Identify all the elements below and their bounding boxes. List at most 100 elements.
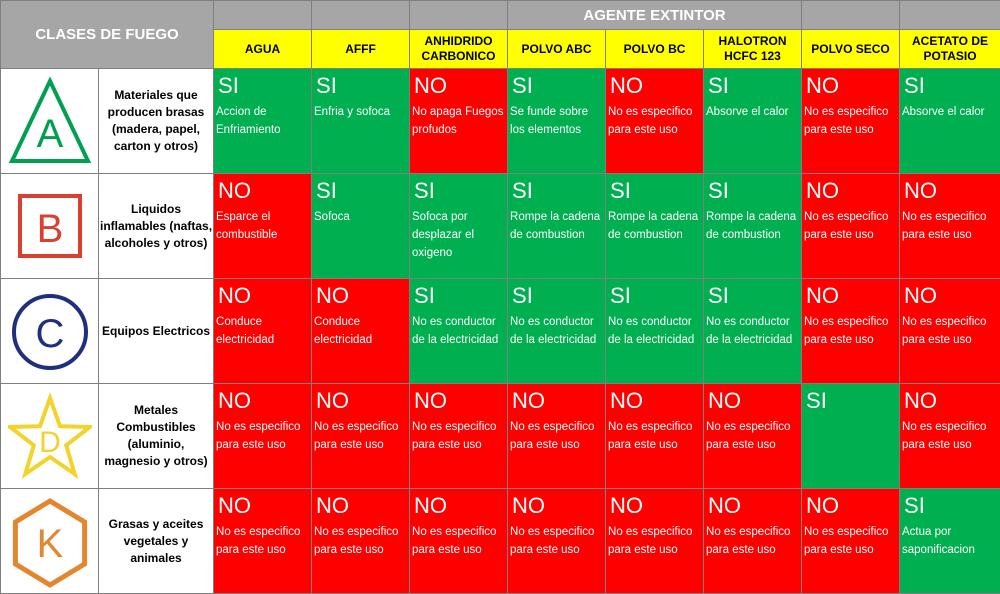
compatibility-verdict: NO [218,493,252,518]
agent-header: POLVO ABC [507,29,607,69]
agent-header: AFFF [311,29,411,69]
fire-class-row: D Metales Combustibles (aluminio, magnesi… [0,383,1000,489]
compatibility-note: No es especifico para este uso [804,211,889,241]
svg-text:D: D [39,426,61,459]
compatibility-note: Actua por saponificacion [902,526,975,556]
fire-class-row: K Grasas y aceites vegetales y animales NO… [0,488,1000,594]
compatibility-cell: SI No es conductor de la electricidad [507,278,607,384]
compatibility-verdict: NO [904,178,938,203]
compatibility-cell: NO No es especifico para este uso [311,383,411,489]
yellow-star-icon: D [0,383,99,489]
compatibility-cell: NO No es especifico para este uso [899,383,1000,489]
compatibility-note: No es especifico para este uso [706,421,791,451]
svg-text:A: A [36,112,63,156]
green-triangle-icon: A [0,68,99,174]
compatibility-cell: NO No es especifico para este uso [213,383,313,489]
compatibility-verdict: SI [904,73,925,98]
compatibility-note: Absorve el calor [706,106,789,118]
compatibility-note: No es conductor de la electricidad [412,316,499,346]
compatibility-cell: SI Absorve el calor [703,68,803,174]
fire-class-description: Liquidos inflamables (naftas, alcoholes … [97,173,215,279]
compatibility-cell: NO No es especifico para este uso [801,488,901,594]
compatibility-verdict: NO [806,283,840,308]
compatibility-verdict: NO [512,388,546,413]
extinguishing-agent-title: AGENTE EXTINTOR [507,0,803,30]
compatibility-verdict: SI [904,493,925,518]
compatibility-verdict: NO [806,73,840,98]
compatibility-cell: NO No es especifico para este uso [311,488,411,594]
compatibility-note: No es especifico para este uso [804,106,889,136]
compatibility-cell: NO No es especifico para este uso [605,488,705,594]
svg-text:C: C [35,312,64,356]
compatibility-note: Sofoca por desplazar el oxigeno [412,211,475,259]
compatibility-verdict: SI [512,283,533,308]
compatibility-verdict: NO [708,493,742,518]
compatibility-verdict: SI [512,73,533,98]
compatibility-verdict: NO [414,73,448,98]
compatibility-verdict: NO [218,178,252,203]
compatibility-cell: NO No es especifico para este uso [605,68,705,174]
compatibility-verdict: NO [904,388,938,413]
compatibility-verdict: NO [610,388,644,413]
compatibility-verdict: SI [316,178,337,203]
compatibility-verdict: SI [218,73,239,98]
compatibility-verdict: SI [316,73,337,98]
orange-hexagon-icon: K [0,488,99,594]
compatibility-cell: NO No es especifico para este uso [801,173,901,279]
compatibility-cell: SI Enfria y sofoca [311,68,411,174]
compatibility-note: No es especifico para este uso [412,421,497,451]
compatibility-note: No es conductor de la electricidad [608,316,695,346]
compatibility-note [803,413,899,418]
compatibility-note: Rompe la cadena de combustion [706,211,797,241]
compatibility-verdict: SI [708,178,729,203]
compatibility-cell: NO No es especifico para este uso [703,383,803,489]
compatibility-note: No es especifico para este uso [804,526,889,556]
compatibility-cell: NO No es especifico para este uso [409,488,509,594]
compatibility-note: No es especifico para este uso [216,526,301,556]
compatibility-verdict: NO [218,388,252,413]
fire-class-description: Equipos Electricos [97,278,215,384]
compatibility-note: No apaga Fuegos profudos [412,106,504,136]
fire-class-description: Materiales que producen brasas (madera, … [97,68,215,174]
compatibility-verdict: SI [806,388,827,413]
compatibility-cell: SI Absorve el calor [899,68,1000,174]
compatibility-cell: SI Accion de Enfriamiento [213,68,313,174]
compatibility-note: No es especifico para este uso [608,421,693,451]
compatibility-verdict: NO [414,493,448,518]
compatibility-cell: NO No es especifico para este uso [507,488,607,594]
compatibility-cell: SI Rompe la cadena de combustion [507,173,607,279]
compatibility-note: Sofoca [314,211,350,223]
compatibility-note: Conduce electricidad [314,316,373,346]
compatibility-note: Accion de Enfriamiento [216,106,281,136]
fire-class-description: Metales Combustibles (aluminio, magnesio… [97,383,215,489]
compatibility-cell: NO No es especifico para este uso [409,383,509,489]
compatibility-note: No es especifico para este uso [804,316,889,346]
compatibility-cell: SI Rompe la cadena de combustion [605,173,705,279]
compatibility-note: Rompe la cadena de combustion [608,211,699,241]
compatibility-verdict: NO [316,283,350,308]
fire-class-row: B Liquidos inflamables (naftas, alcoholes… [0,173,1000,279]
compatibility-note: No es especifico para este uso [314,526,399,556]
compatibility-verdict: SI [610,283,631,308]
compatibility-cell: SI No es conductor de la electricidad [703,278,803,384]
compatibility-note: No es especifico para este uso [510,526,595,556]
red-square-icon: B [0,173,99,279]
compatibility-verdict: SI [512,178,533,203]
compatibility-verdict: NO [904,283,938,308]
compatibility-cell: SI [801,383,901,489]
compatibility-note: No es especifico para este uso [608,526,693,556]
fire-classes-title: CLASES DE FUEGO [0,0,215,69]
compatibility-note: No es especifico para este uso [216,421,301,451]
fire-class-description: Grasas y aceites vegetales y animales [97,488,215,594]
compatibility-cell: SI No es conductor de la electricidad [409,278,509,384]
agent-header: ANHIDRIDO CARBONICO [409,29,509,69]
compatibility-cell: SI Se funde sobre los elementos [507,68,607,174]
compatibility-note: Enfria y sofoca [314,106,391,118]
agent-header: POLVO SECO [801,29,901,69]
compatibility-verdict: NO [218,283,252,308]
compatibility-note: No es especifico para este uso [412,526,497,556]
compatibility-verdict: NO [806,178,840,203]
compatibility-cell: NO No es especifico para este uso [605,383,705,489]
agent-header: POLVO BC [605,29,705,69]
